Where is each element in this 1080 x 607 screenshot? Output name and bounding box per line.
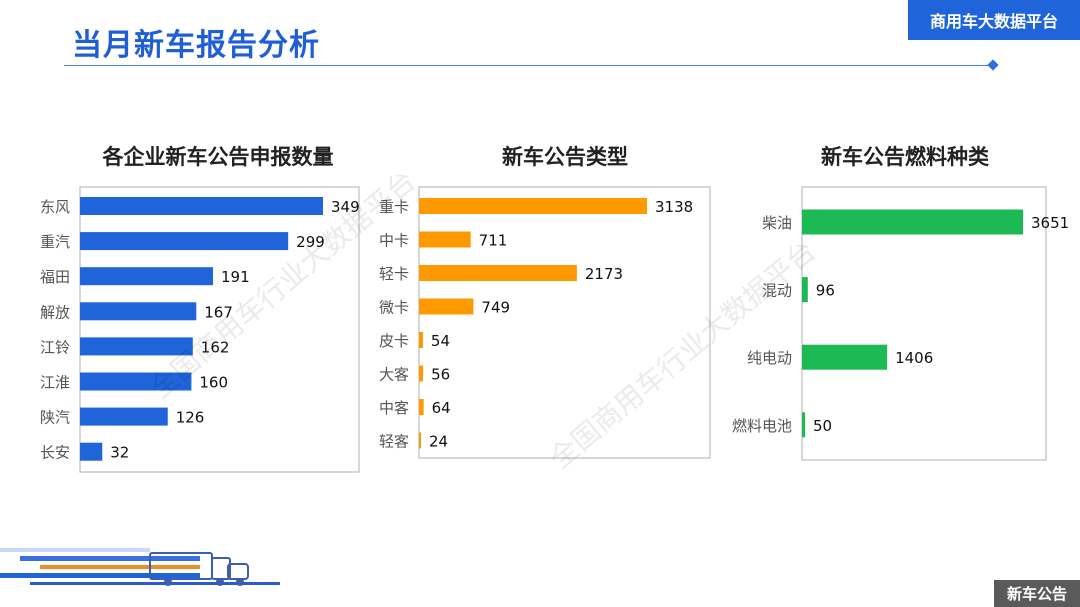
chart-frame [418,186,711,459]
bar-江淮 [80,372,192,391]
value-label: 711 [479,232,508,250]
chart-title: 新车公告燃料种类 [821,145,990,169]
bar-解放 [80,302,197,321]
bar-中卡 [419,231,471,248]
bar-陕汽 [80,407,168,426]
value-label: 1406 [895,349,933,367]
title-divider [64,65,994,66]
value-label: 191 [221,268,250,286]
category-label: 重卡 [379,198,409,216]
chart-title: 各企业新车公告申报数量 [102,145,334,169]
value-label: 299 [296,233,325,251]
bar-皮卡 [419,332,423,348]
category-label: 柴油 [762,214,792,232]
value-label: 24 [429,433,448,451]
bar-轻客 [419,432,421,449]
value-label: 96 [816,282,835,300]
category-label: 福田 [40,268,70,286]
category-label: 解放 [40,303,70,321]
value-label: 162 [201,338,230,356]
section-badge: 新车公告 [994,580,1080,607]
bar-纯电动 [802,344,888,370]
chart-title: 新车公告类型 [502,145,628,169]
category-label: 微卡 [379,299,409,317]
category-label: 大客 [379,366,409,384]
bar-微卡 [419,298,474,315]
category-label: 中客 [379,399,409,417]
bar-重卡 [419,198,647,214]
bar-混动 [802,277,808,303]
category-label: 轻客 [379,433,409,451]
bar-燃料电池 [802,412,806,438]
bar-大客 [419,365,424,382]
category-label: 江淮 [40,374,70,392]
category-label: 皮卡 [379,332,409,350]
value-label: 2173 [585,265,623,283]
bar-福田 [80,267,213,286]
page-title: 当月新车报告分析 [72,28,320,63]
bar-柴油 [802,209,1023,235]
category-label: 轻卡 [379,265,409,283]
category-label: 重汽 [40,233,70,251]
bar-东风 [80,197,323,215]
value-label: 749 [481,299,510,317]
value-label: 54 [431,332,450,350]
value-label: 167 [204,303,233,321]
category-label: 混动 [762,282,792,300]
value-label: 32 [110,444,129,462]
category-label: 燃料电池 [732,417,792,435]
platform-badge: 商用车大数据平台 [908,0,1080,40]
value-label: 160 [199,374,228,392]
category-label: 纯电动 [747,349,792,367]
value-label: 64 [432,399,451,417]
value-label: 50 [813,417,832,435]
value-label: 56 [431,366,450,384]
bar-中客 [419,399,424,415]
bar-江铃 [80,337,193,356]
category-label: 江铃 [40,338,70,356]
value-label: 3138 [655,198,693,216]
bar-重汽 [80,232,289,251]
category-label: 中卡 [379,232,409,250]
category-label: 陕汽 [40,409,70,427]
value-label: 3651 [1031,214,1069,232]
category-label: 长安 [40,444,70,462]
category-label: 东风 [40,198,70,216]
truck-decoration-icon [0,548,280,586]
value-label: 349 [331,198,360,216]
bar-长安 [80,442,103,461]
value-label: 126 [176,409,205,427]
bar-轻卡 [419,265,577,281]
